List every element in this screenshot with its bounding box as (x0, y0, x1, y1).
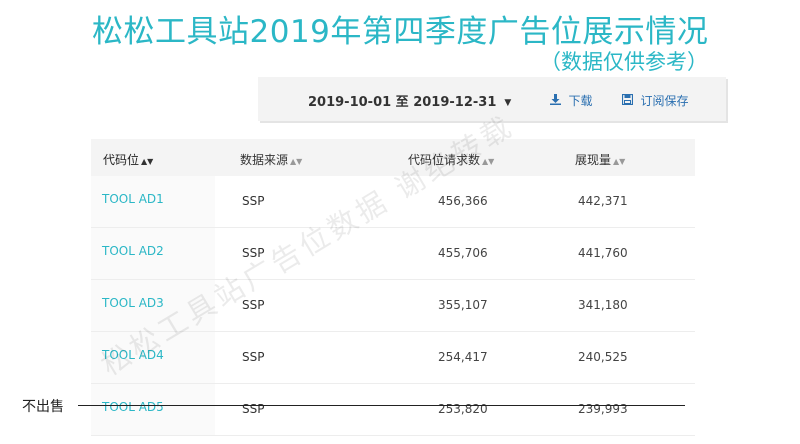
impressions-cell: 441,760 (578, 246, 628, 260)
code-cell-background (91, 176, 215, 227)
source-cell: SSP (242, 298, 265, 312)
data-table: 代码位 ▲▼ 数据来源 ▲▼ 代码位请求数 ▲▼ 展现量 ▲▼ TOOL AD1 SSP… (91, 139, 695, 436)
requests-cell: 355,107 (438, 298, 488, 312)
subscribe-save-label: 订阅保存 (640, 94, 689, 108)
not-for-sale-annotation: 不出售 (22, 399, 64, 415)
ad-code-link[interactable]: TOOL AD3 (102, 296, 164, 310)
download-icon (550, 94, 565, 108)
code-cell-background (91, 280, 215, 331)
requests-cell: 254,417 (438, 350, 488, 364)
impressions-cell: 341,180 (578, 298, 628, 312)
table-row: TOOL AD5 SSP 253,820 239,993 (91, 384, 695, 436)
code-cell-background (91, 332, 215, 383)
download-button[interactable]: 下载 (550, 92, 593, 109)
requests-cell: 456,366 (438, 194, 488, 208)
code-cell-background (91, 228, 215, 279)
source-cell: SSP (242, 350, 265, 364)
column-label: 数据来源 (240, 153, 289, 167)
sort-icon: ▲▼ (290, 157, 303, 166)
impressions-cell: 442,371 (578, 194, 628, 208)
column-header-code[interactable]: 代码位 ▲▼ (103, 151, 153, 168)
sort-icon: ▲▼ (141, 157, 154, 166)
column-label: 代码位请求数 (408, 153, 481, 167)
page-title: 松松工具站2019年第四季度广告位展示情况 (92, 14, 709, 50)
download-label: 下载 (568, 94, 593, 108)
table-row: TOOL AD2 SSP 455,706 441,760 (91, 228, 695, 280)
source-cell: SSP (242, 246, 265, 260)
caret-down-icon: ▼ (504, 98, 512, 108)
subscribe-save-button[interactable]: 订阅保存 (621, 92, 689, 109)
sort-icon: ▲▼ (613, 157, 626, 166)
toolbar: 2019-10-01 至 2019-12-31 ▼ 下载 订阅保存 (258, 77, 726, 121)
column-label: 展现量 (575, 153, 612, 167)
column-header-impressions[interactable]: 展现量 ▲▼ (575, 151, 625, 168)
date-range-picker[interactable]: 2019-10-01 至 2019-12-31 ▼ (308, 91, 511, 110)
impressions-cell: 240,525 (578, 350, 628, 364)
table-row: TOOL AD1 SSP 456,366 442,371 (91, 176, 695, 228)
date-range-label: 2019-10-01 至 2019-12-31 (308, 95, 497, 110)
sort-icon: ▲▼ (482, 157, 495, 166)
ad-code-link[interactable]: TOOL AD4 (102, 348, 164, 362)
column-header-source[interactable]: 数据来源 ▲▼ (240, 151, 302, 168)
strikethrough-line (78, 405, 685, 406)
column-label: 代码位 (103, 153, 140, 167)
code-cell-background (91, 384, 215, 435)
column-header-requests[interactable]: 代码位请求数 ▲▼ (408, 151, 494, 168)
source-cell: SSP (242, 194, 265, 208)
requests-cell: 455,706 (438, 246, 488, 260)
table-header: 代码位 ▲▼ 数据来源 ▲▼ 代码位请求数 ▲▼ 展现量 ▲▼ (91, 139, 695, 176)
ad-code-link[interactable]: TOOL AD1 (102, 192, 164, 206)
ad-code-link[interactable]: TOOL AD5 (102, 400, 164, 414)
save-icon (621, 93, 637, 108)
page-subtitle: （数据仅供参考） (540, 50, 708, 74)
table-row: TOOL AD3 SSP 355,107 341,180 (91, 280, 695, 332)
ad-code-link[interactable]: TOOL AD2 (102, 244, 164, 258)
table-row: TOOL AD4 SSP 254,417 240,525 (91, 332, 695, 384)
